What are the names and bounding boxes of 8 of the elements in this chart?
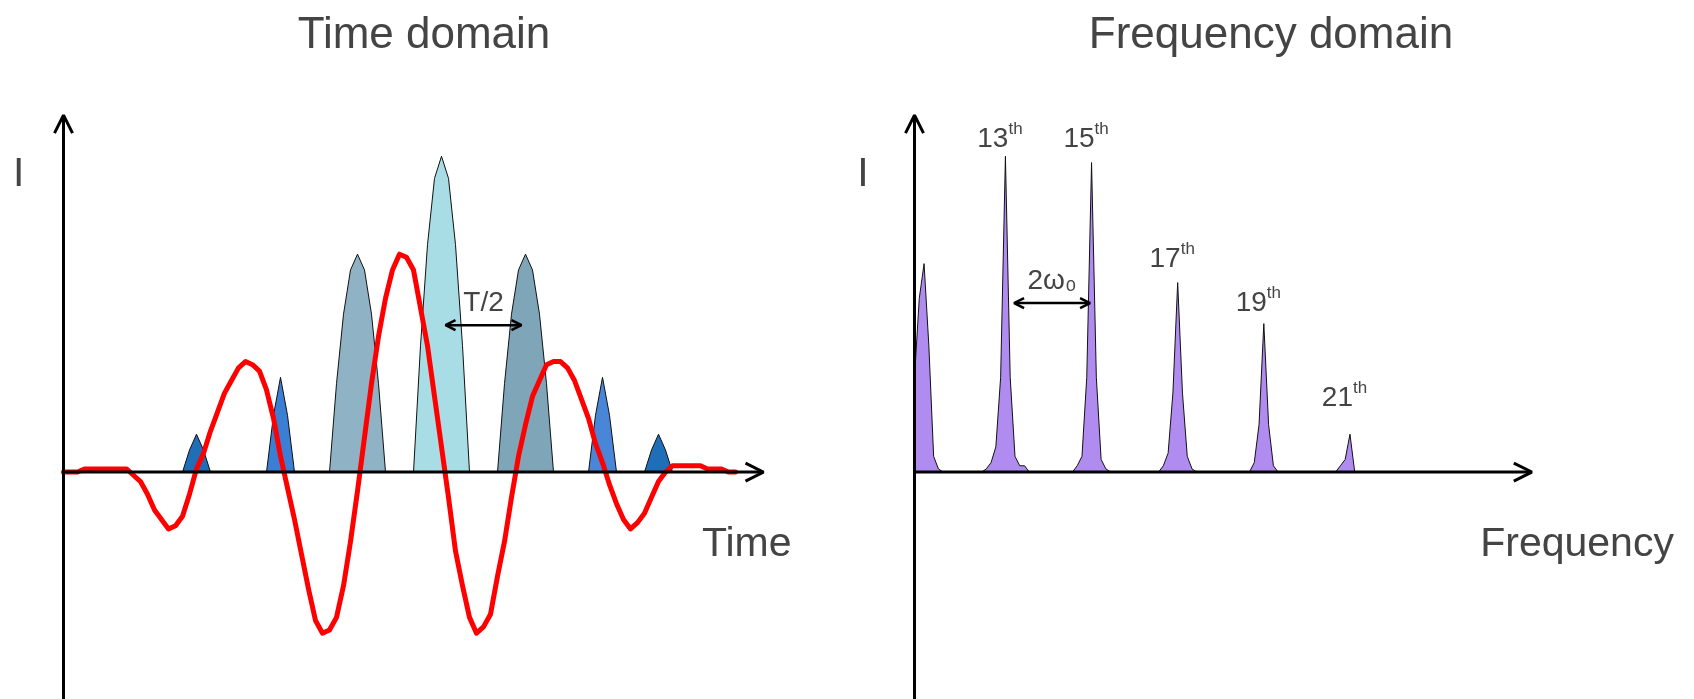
chart-title: Frequency domain [1088, 7, 1454, 57]
x-axis-title: Frequency [1480, 518, 1675, 565]
y-axis-title: I [13, 149, 25, 196]
y-axis-title: I [857, 149, 869, 196]
x-axis-title: Time [701, 518, 792, 565]
chart-title: Time domain [297, 7, 551, 57]
annotation: 2ω₀ [1027, 263, 1077, 295]
annotation: T/2 [463, 286, 504, 318]
